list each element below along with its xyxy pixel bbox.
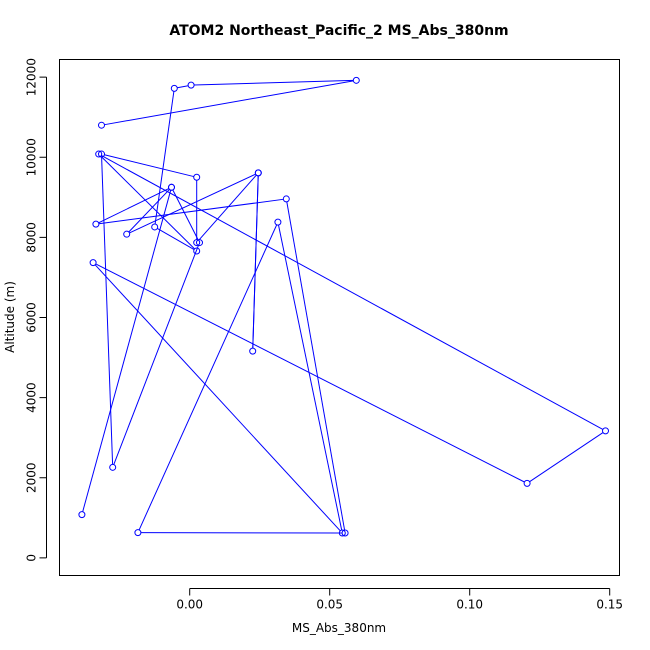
series-segment — [113, 245, 199, 465]
series-segment — [129, 173, 256, 234]
y-tick-label: 2000 — [25, 462, 39, 493]
data-point — [89, 259, 97, 267]
series-segment — [198, 174, 257, 241]
plot-area — [78, 76, 609, 537]
data-point — [109, 463, 117, 471]
data-point — [151, 223, 159, 231]
series-segment — [100, 155, 195, 250]
data-point — [78, 511, 86, 519]
data-point — [274, 218, 282, 226]
data-point — [92, 220, 100, 228]
data-point — [134, 529, 142, 537]
series-segment — [104, 154, 194, 178]
y-tick-label: 12000 — [25, 58, 39, 96]
series-segment — [194, 79, 354, 86]
series-segment — [101, 157, 114, 465]
series-segment — [529, 432, 604, 483]
data-point — [602, 427, 609, 435]
data-point — [187, 81, 195, 89]
series-segment — [82, 190, 172, 512]
y-axis-label: Altitude (m) — [3, 281, 17, 353]
data-point — [523, 479, 531, 487]
series-segment — [98, 198, 284, 225]
data-point — [254, 169, 262, 177]
data-point — [249, 347, 257, 355]
series-segment — [157, 228, 195, 250]
data-point — [338, 529, 346, 537]
chart-title: ATOM2 Northeast_Pacific_2 MS_Abs_380nm — [169, 23, 508, 39]
x-tick-label: 0.10 — [456, 598, 483, 612]
y-tick-label: 0 — [25, 554, 39, 562]
y-axis: 0 2000 4000 6000 8000 10000 12000 — [25, 58, 47, 562]
data-point — [196, 239, 203, 247]
series-segment — [177, 85, 189, 89]
data-point — [282, 195, 290, 203]
data-point — [170, 84, 178, 92]
series-segment — [98, 188, 170, 224]
plot-frame — [59, 59, 620, 576]
x-axis-label: MS_Abs_380nm — [292, 621, 386, 635]
y-tick-label: 10000 — [25, 138, 39, 176]
data-point — [98, 150, 105, 158]
data-point — [193, 239, 201, 247]
data-point — [95, 150, 103, 158]
y-tick-label: 8000 — [25, 222, 39, 253]
series-segment — [278, 224, 343, 531]
series-segment — [128, 189, 170, 233]
x-tick-label: 0.00 — [176, 598, 203, 612]
x-axis: 0.00 0.05 0.10 0.15 — [176, 588, 623, 612]
series-segment — [172, 189, 199, 241]
series-segment — [101, 155, 604, 430]
series-segment — [252, 175, 259, 349]
y-tick-label: 6000 — [25, 302, 39, 333]
data-point — [123, 230, 131, 238]
series-segment — [95, 263, 525, 483]
data-point — [341, 529, 349, 537]
series-segment — [94, 264, 341, 532]
data-point — [352, 76, 360, 84]
series-segment — [138, 224, 278, 531]
data-point — [98, 121, 105, 129]
series-segment — [104, 80, 354, 126]
y-tick-label: 4000 — [25, 382, 39, 413]
data-point — [168, 183, 175, 191]
x-tick-label: 0.15 — [596, 598, 623, 612]
x-tick-label: 0.05 — [316, 598, 343, 612]
series-segment — [286, 201, 346, 531]
data-point — [193, 173, 201, 181]
data-point — [193, 247, 201, 255]
series-segment — [154, 91, 175, 225]
